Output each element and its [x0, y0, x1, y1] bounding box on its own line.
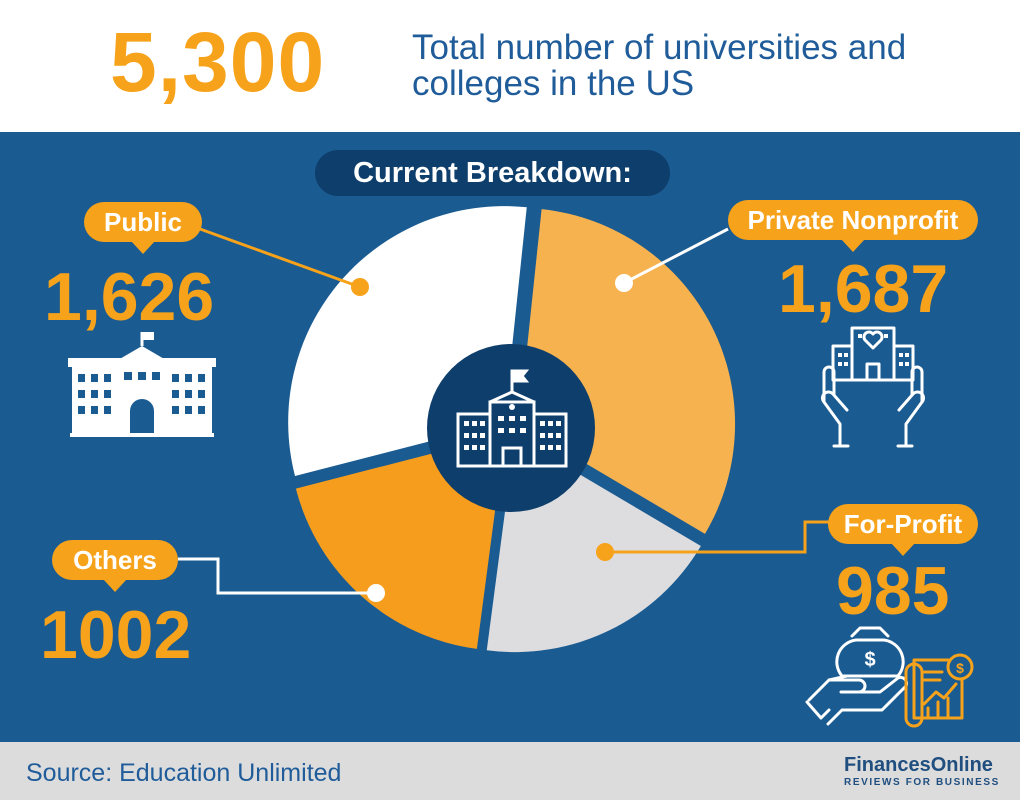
hands-holding-building-icon [821, 326, 925, 448]
value-label-for-profit: 985 [836, 553, 950, 629]
university-building-icon [456, 369, 568, 468]
financial-report-chart-icon [904, 653, 974, 728]
brand-tagline: REVIEWS FOR BUSINESS [844, 777, 1000, 788]
legend-label-public: Public [84, 202, 202, 254]
leader-line-private-nonprofit [623, 227, 729, 285]
public-university-building-icon [68, 332, 216, 437]
source-note: Source: Education Unlimited [26, 759, 342, 787]
leader-line-for-profit [605, 520, 832, 554]
svg-text:$: $ [956, 660, 964, 676]
headline: Total number of universities and college… [412, 28, 907, 103]
hand-money-bag-icon [805, 626, 909, 726]
leader-lines [178, 227, 832, 595]
legend-label-for-profit: For-Profit [828, 504, 978, 556]
total-count: 5,300 [110, 15, 326, 109]
brand-name: FinancesOnline [844, 754, 993, 776]
brand-logo[interactable]: FinancesOnline REVIEWS FOR BUSINESS [800, 752, 1010, 796]
leader-line-public [199, 227, 361, 289]
value-label-public: 1,626 [44, 259, 215, 335]
breakdown-label: Current Breakdown: [315, 150, 670, 196]
legend-label-others: Others [52, 540, 178, 592]
legend-label-private-nonprofit: Private Nonprofit [728, 200, 978, 252]
header: 5,300 Total number of universities and c… [0, 0, 1020, 132]
value-label-private-nonprofit: 1,687 [778, 251, 949, 327]
leader-dots [351, 274, 633, 602]
leader-line-others [178, 557, 376, 595]
footer [0, 742, 1020, 800]
svg-text:$: $ [864, 649, 875, 671]
value-label-others: 1002 [40, 597, 192, 673]
